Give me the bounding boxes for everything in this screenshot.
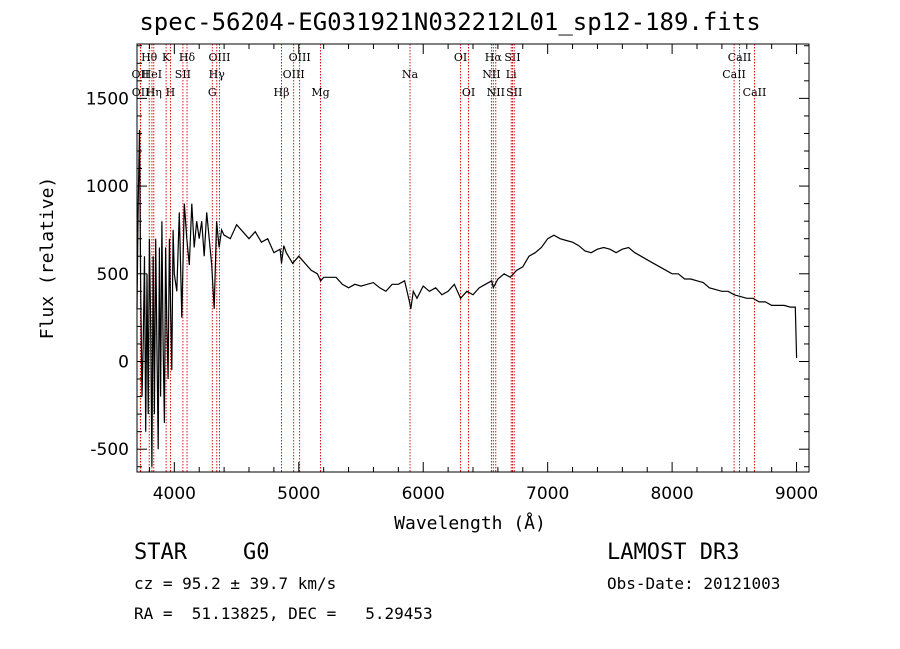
line-marker-label: Li [506, 68, 517, 81]
y-tick-label: 1500 [86, 89, 129, 109]
x-tick-label: 5000 [277, 484, 320, 504]
line-marker-label: OIII [208, 51, 230, 64]
line-marker-label: CaII [722, 68, 746, 81]
x-tick-label: 9000 [775, 484, 818, 504]
line-marker-label: Hδ [179, 51, 196, 64]
line-marker-label: OIII [283, 68, 305, 81]
obs-date-label: Obs-Date: 20121003 [607, 574, 781, 593]
line-marker-label: Hη [146, 86, 162, 99]
y-tick-label: 1000 [86, 177, 129, 197]
line-marker-label: Hβ [274, 86, 290, 99]
y-tick-label: 500 [97, 265, 129, 285]
line-marker-label: Mg [311, 86, 329, 99]
line-marker-label: SII [506, 86, 522, 99]
line-marker-label: NII [482, 68, 500, 81]
line-marker-label: OI [462, 86, 475, 99]
line-marker-label: Hθ [141, 51, 158, 64]
coordinates-label: RA = 51.13825, DEC = 5.29453 [134, 604, 433, 623]
line-marker-label: Hα [485, 51, 503, 64]
plot-frame [136, 43, 810, 473]
chart-title: spec-56204-EG031921N032212L01_sp12-189.f… [139, 8, 761, 36]
class-label: STAR [134, 540, 187, 565]
line-marker-label: CaII [743, 86, 767, 99]
line-marker-label: OII [132, 86, 150, 99]
x-tick-label: 6000 [402, 484, 445, 504]
y-axis-label: Flux (relative) [37, 177, 58, 340]
x-axis-label: Wavelength (Å) [394, 512, 546, 534]
line-marker-label: NII [487, 86, 505, 99]
x-tick-label: 4000 [153, 484, 196, 504]
line-marker-label: OIII [289, 51, 311, 64]
x-tick-label: 8000 [650, 484, 693, 504]
spectrum-line [136, 129, 798, 467]
line-marker-label: Hγ [209, 68, 226, 81]
line-marker-label: G [208, 86, 217, 99]
line-marker-label: SII [175, 68, 191, 81]
line-marker-label: HeI [142, 68, 162, 81]
survey-label: LAMOST DR3 [607, 540, 740, 565]
x-axis: 4000 5000 6000 7000 8000 9000 [148, 44, 818, 504]
y-tick-label: 0 [118, 352, 129, 372]
y-tick-label: -500 [90, 440, 129, 460]
line-marker-label: SII [504, 51, 520, 64]
line-marker-label: OI [454, 51, 467, 64]
line-marker-label: Na [402, 68, 419, 81]
line-marker-label: K [162, 51, 171, 64]
x-tick-label: 7000 [526, 484, 569, 504]
redshift-label: cz = 95.2 ± 39.7 km/s [134, 574, 337, 593]
y-axis: -500 0 500 1000 1500 [86, 45, 809, 468]
line-marker-label: CaII [728, 51, 752, 64]
line-marker-label: H [166, 86, 176, 99]
subclass-label: G0 [243, 540, 270, 565]
